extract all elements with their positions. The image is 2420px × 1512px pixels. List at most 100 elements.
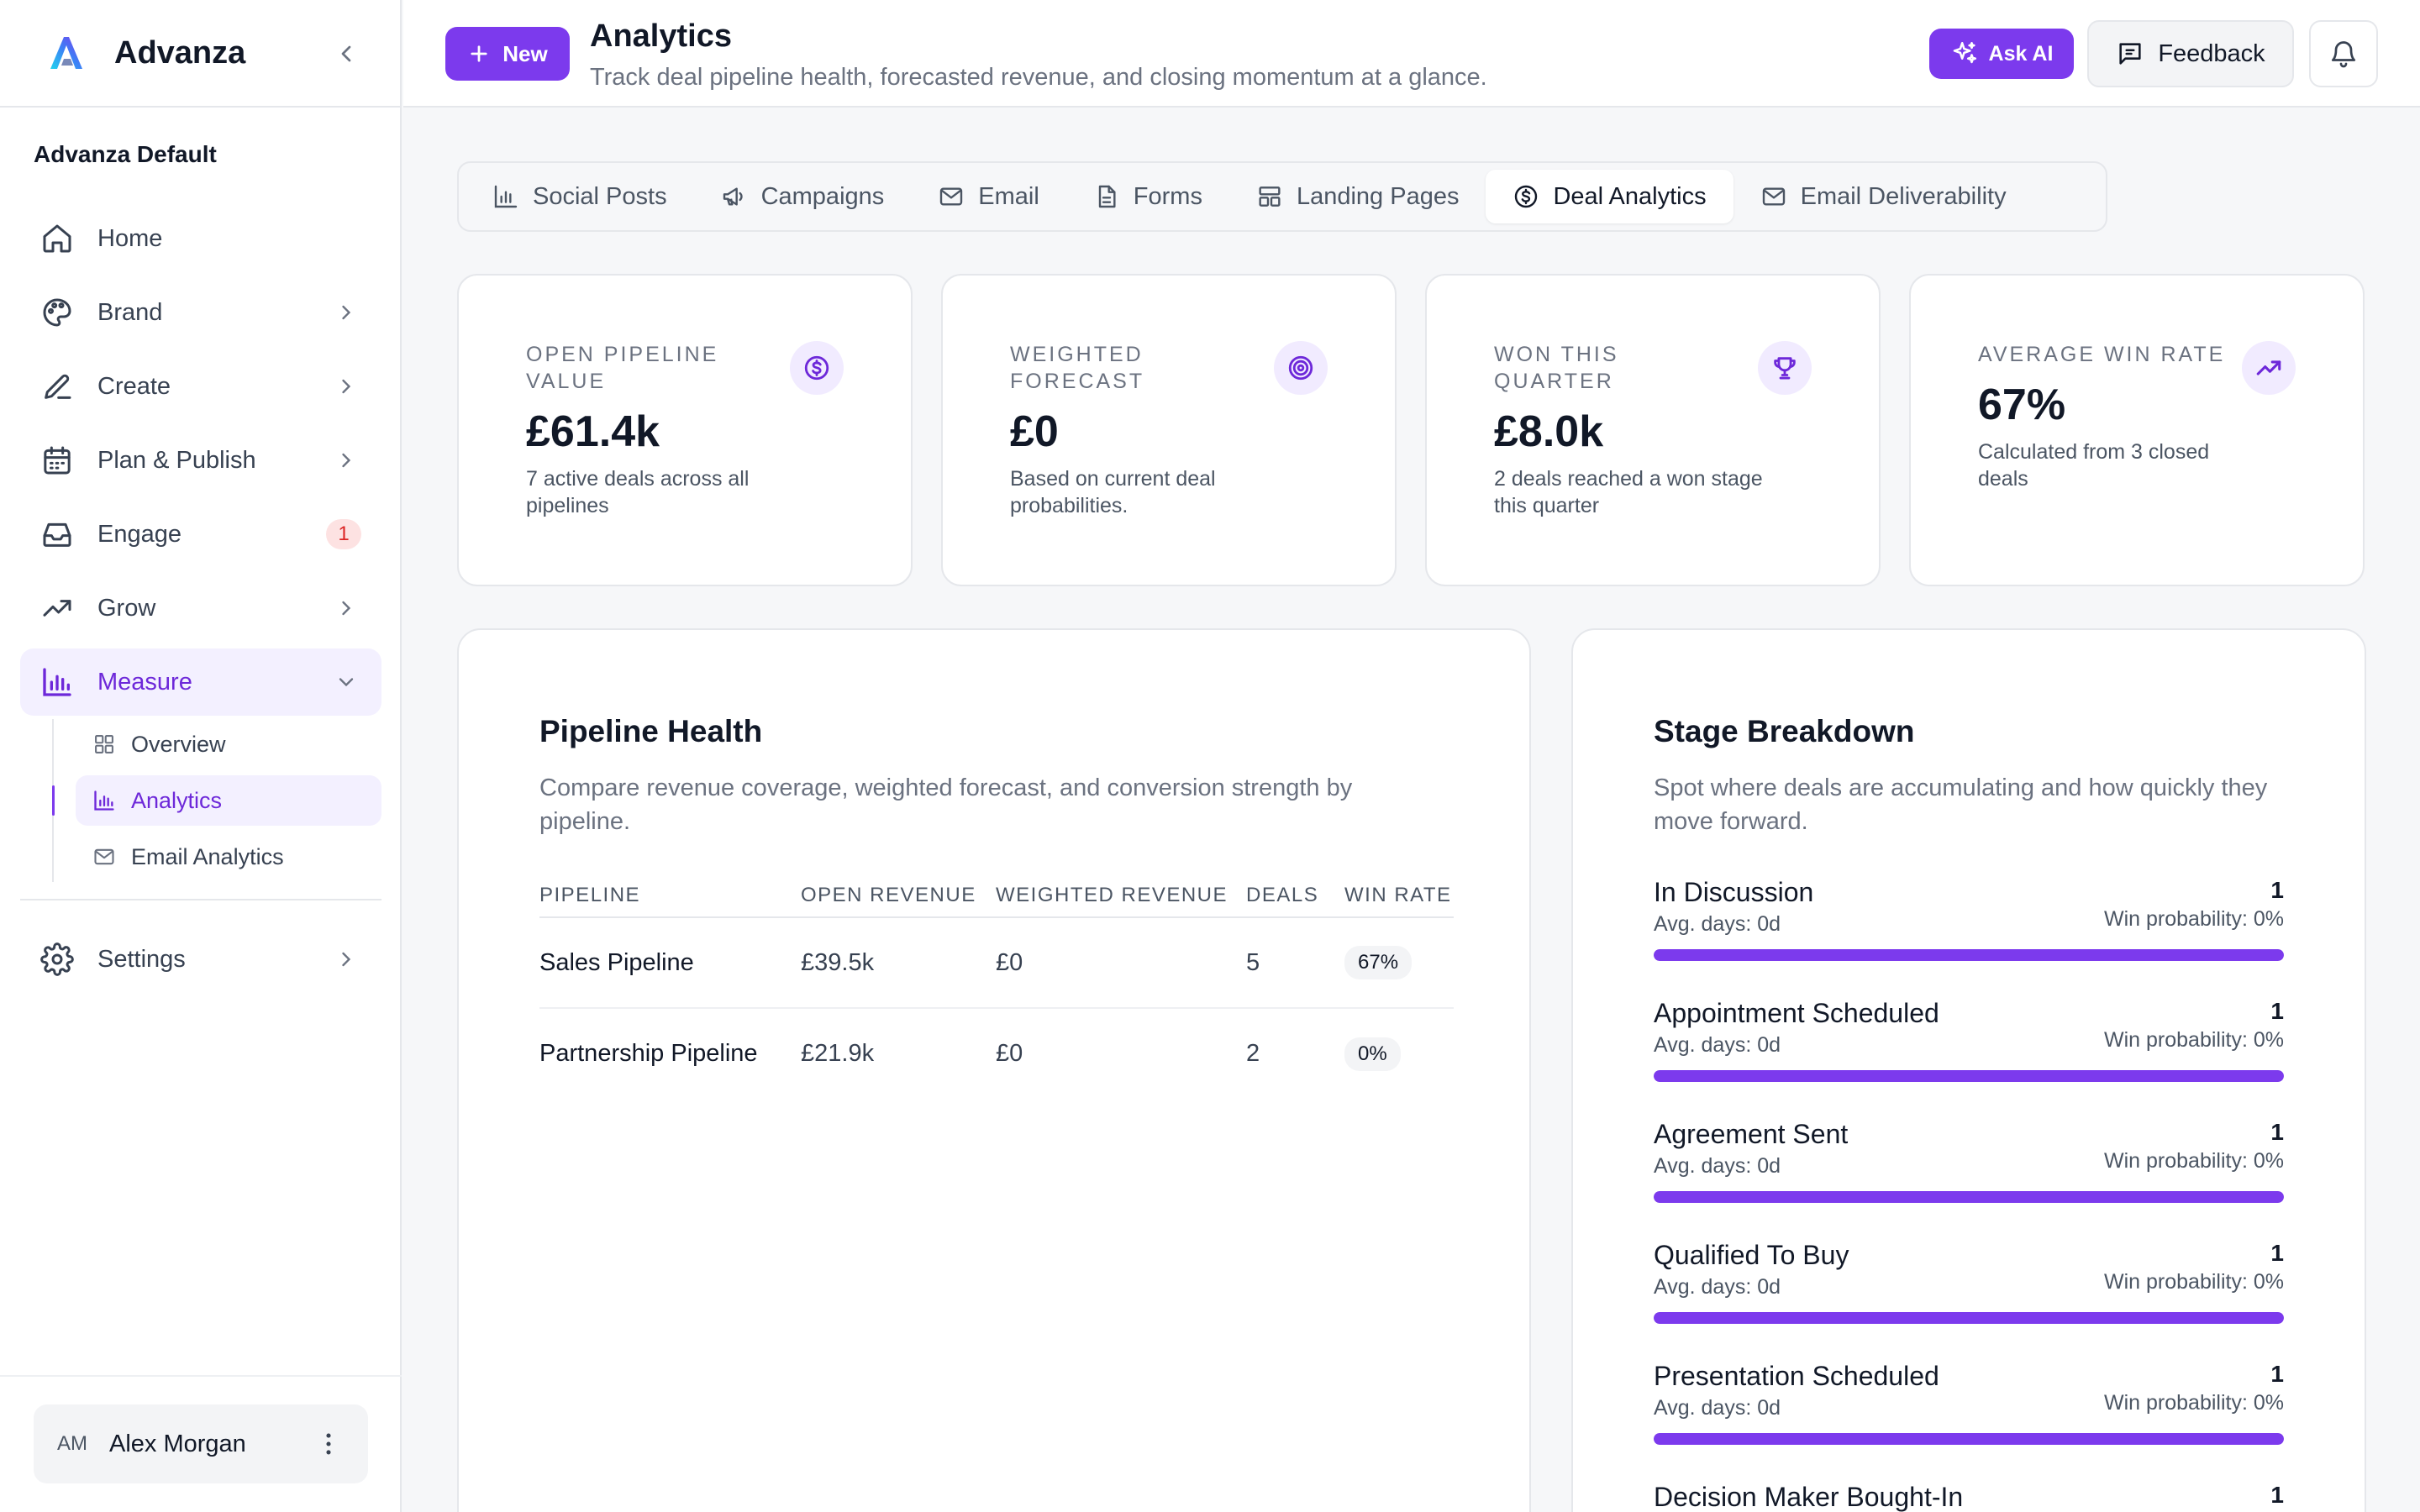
pipeline-table: PIPELINE OPEN REVENUE WEIGHTED REVENUE D…	[539, 874, 1454, 1099]
subnav-item-overview[interactable]: Overview	[76, 719, 381, 769]
bell-icon	[2331, 41, 2356, 68]
stage-progress-fill	[1654, 1070, 2284, 1082]
more-vertical-icon[interactable]	[314, 1430, 343, 1458]
stage-progress-fill	[1654, 949, 2284, 961]
stage-count: 1	[2270, 1119, 2284, 1145]
stage-progress-bar	[1654, 1191, 2284, 1203]
stage-progress-bar	[1654, 1433, 2284, 1445]
stage-avg-days: Avg. days: 0d	[1654, 1396, 1781, 1420]
trophy-icon	[1774, 357, 1796, 380]
stage-count: 1	[2270, 998, 2284, 1024]
bar-chart-icon	[94, 790, 114, 811]
user-card[interactable]: AM Alex Morgan	[34, 1404, 368, 1483]
feedback-label: Feedback	[2158, 39, 2265, 67]
chevron-right-icon	[342, 305, 351, 320]
collapse-sidebar-chevron-icon[interactable]	[333, 40, 360, 67]
tab-social-posts[interactable]: Social Posts	[466, 170, 694, 223]
stage-progress-fill	[1654, 1312, 2284, 1324]
table-row[interactable]: Sales Pipeline £39.5k £0 5 67%	[539, 917, 1454, 1009]
column-header[interactable]: PIPELINE	[539, 874, 801, 918]
nav-label: Grow	[97, 594, 156, 622]
tab-label: Landing Pages	[1296, 182, 1460, 210]
kpi-desc: 2 deals reached a won stage this quarter	[1494, 467, 1763, 517]
trending-up-icon	[2256, 360, 2281, 375]
nav-label: Create	[97, 372, 171, 400]
nav-item-engage[interactable]: Engage 1	[20, 501, 381, 568]
new-button[interactable]: New	[445, 27, 570, 81]
win-rate-cell: 67%	[1344, 917, 1454, 1009]
subnav-label: Overview	[131, 731, 226, 757]
palette-icon	[43, 298, 71, 327]
table-row[interactable]: Partnership Pipeline £21.9k £0 2 0%	[539, 1008, 1454, 1099]
stage-name: In Discussion	[1654, 877, 1814, 907]
kpi-label: Average Win Rate	[1978, 343, 2226, 366]
workspace-name[interactable]: Advanza Default	[34, 141, 217, 167]
megaphone-icon	[723, 187, 743, 206]
pipeline-name: Sales Pipeline	[539, 917, 801, 1009]
tab-label: Deal Analytics	[1553, 182, 1707, 210]
nav-item-create[interactable]: Create	[20, 353, 381, 420]
stage-name: Presentation Scheduled	[1654, 1361, 1939, 1391]
notifications-button[interactable]	[2309, 20, 2378, 87]
column-header[interactable]: WIN RATE	[1344, 874, 1454, 918]
bar-chart-icon	[43, 668, 71, 696]
dollar-circle-icon	[1515, 185, 1538, 208]
open-revenue: £21.9k	[801, 1040, 875, 1067]
subnav-item-email-analytics[interactable]: Email Analytics	[76, 832, 381, 882]
panel-description: Spot where deals are accumulating and ho…	[1654, 774, 2268, 835]
subnav-item-analytics[interactable]: Analytics	[52, 775, 381, 826]
engage-count-badge: 1	[326, 519, 361, 549]
tab-landing-pages[interactable]: Landing Pages	[1229, 170, 1486, 223]
table-header-row: PIPELINE OPEN REVENUE WEIGHTED REVENUE D…	[539, 874, 1454, 918]
column-header[interactable]: DEALS	[1246, 874, 1344, 918]
deal-count: 2	[1246, 1040, 1260, 1067]
stage-progress-bar	[1654, 949, 2284, 961]
mail-icon	[940, 187, 963, 206]
tab-forms[interactable]: Forms	[1066, 170, 1229, 223]
tab-deal-analytics[interactable]: Deal Analytics	[1486, 170, 1733, 223]
kpi-open-pipeline-value: Open Pipeline Value £61.4k 7 active deal…	[457, 274, 913, 586]
column-header[interactable]: OPEN REVENUE	[801, 874, 996, 918]
dollar-circle-icon	[804, 355, 829, 381]
kpi-label: Open Pipeline Value	[526, 343, 719, 393]
tab-email[interactable]: Email	[911, 170, 1066, 223]
stage-avg-days: Avg. days: 0d	[1654, 912, 1781, 936]
chevron-right-icon	[342, 453, 351, 468]
nav-item-home[interactable]: Home	[20, 205, 381, 272]
weighted-revenue: £0	[996, 917, 1246, 1009]
feedback-button[interactable]: Feedback	[2087, 20, 2294, 87]
home-icon	[43, 224, 71, 253]
win-rate-badge: 67%	[1344, 946, 1413, 979]
nav-label: Measure	[97, 668, 192, 696]
new-button-label: New	[502, 40, 548, 66]
subnav-label: Email Analytics	[131, 843, 284, 869]
kpi-label: Weighted Forecast	[1010, 343, 1145, 393]
kpi-icon-badge	[1274, 341, 1328, 395]
stage-progress-bar	[1654, 1312, 2284, 1324]
sidebar: Advanza Advanza Default Home Brand Creat…	[0, 0, 402, 1512]
nav-item-settings[interactable]: Settings	[20, 926, 381, 993]
stage-win-probability: Win probability: 0%	[2104, 1149, 2284, 1173]
trending-icon	[43, 600, 71, 617]
tab-label: Social Posts	[533, 182, 667, 210]
kpi-value: £0	[1010, 407, 1059, 456]
nav-item-measure[interactable]: Measure	[20, 648, 381, 716]
grid-icon	[95, 735, 113, 753]
chevron-down-icon	[339, 678, 354, 687]
panel-description: Compare revenue coverage, weighted forec…	[539, 774, 1353, 835]
nav-item-brand[interactable]: Brand	[20, 279, 381, 346]
tab-email-deliverability[interactable]: Email Deliverability	[1733, 170, 2033, 223]
panel-title: Pipeline Health	[539, 714, 763, 748]
nav-label: Brand	[97, 298, 163, 326]
stage-name: Qualified To Buy	[1654, 1240, 1849, 1270]
win-rate-cell: 0%	[1344, 1008, 1454, 1099]
column-header[interactable]: WEIGHTED REVENUE	[996, 874, 1246, 918]
stage-progress-fill	[1654, 1191, 2284, 1203]
tab-campaigns[interactable]: Campaigns	[694, 170, 912, 223]
tab-label: Forms	[1133, 182, 1202, 210]
inbox-icon	[43, 522, 71, 547]
stage-win-probability: Win probability: 0%	[2104, 1391, 2284, 1415]
ask-ai-button[interactable]: Ask AI	[1929, 29, 2074, 79]
nav-item-grow[interactable]: Grow	[20, 575, 381, 642]
nav-item-plan-publish[interactable]: Plan & Publish	[20, 427, 381, 494]
